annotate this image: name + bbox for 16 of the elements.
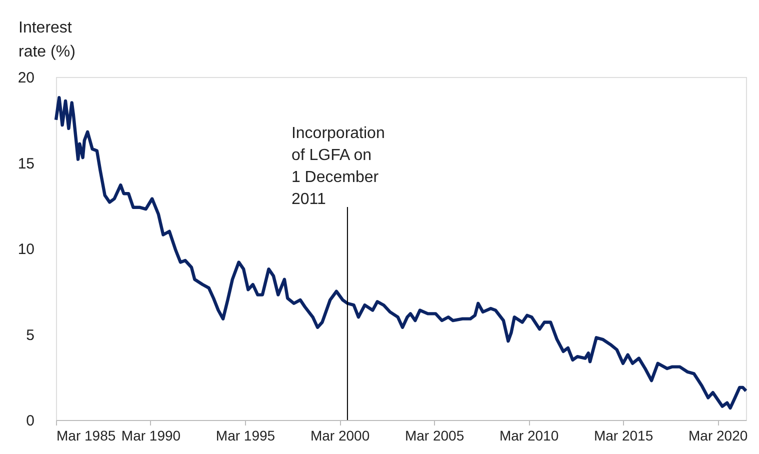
y-tick-label: 0 (26, 412, 34, 430)
y-tick-label: 5 (26, 326, 34, 344)
y-axis-title: Interest rate (%) (18, 20, 76, 60)
x-tick-label: Mar 1985 (56, 428, 116, 444)
x-tick-label: Mar 2020 (688, 428, 748, 444)
x-tick-label: Mar 2000 (310, 428, 370, 444)
line-series (54, 96, 748, 410)
x-tick-label: Mar 1990 (121, 428, 181, 444)
x-tick-label: Mar 2015 (594, 428, 654, 444)
y-tick-label: 10 (18, 241, 34, 258)
y-tick-label: 15 (18, 155, 34, 172)
ref-line-label: Incorporation of LGFA on 1 December 2011 (291, 125, 385, 208)
x-tick-label: Mar 2010 (499, 428, 559, 444)
y-tick-label: 20 (18, 70, 34, 86)
x-tick-label: Mar 1995 (216, 428, 276, 444)
x-tick-label: Mar 2005 (404, 428, 464, 444)
